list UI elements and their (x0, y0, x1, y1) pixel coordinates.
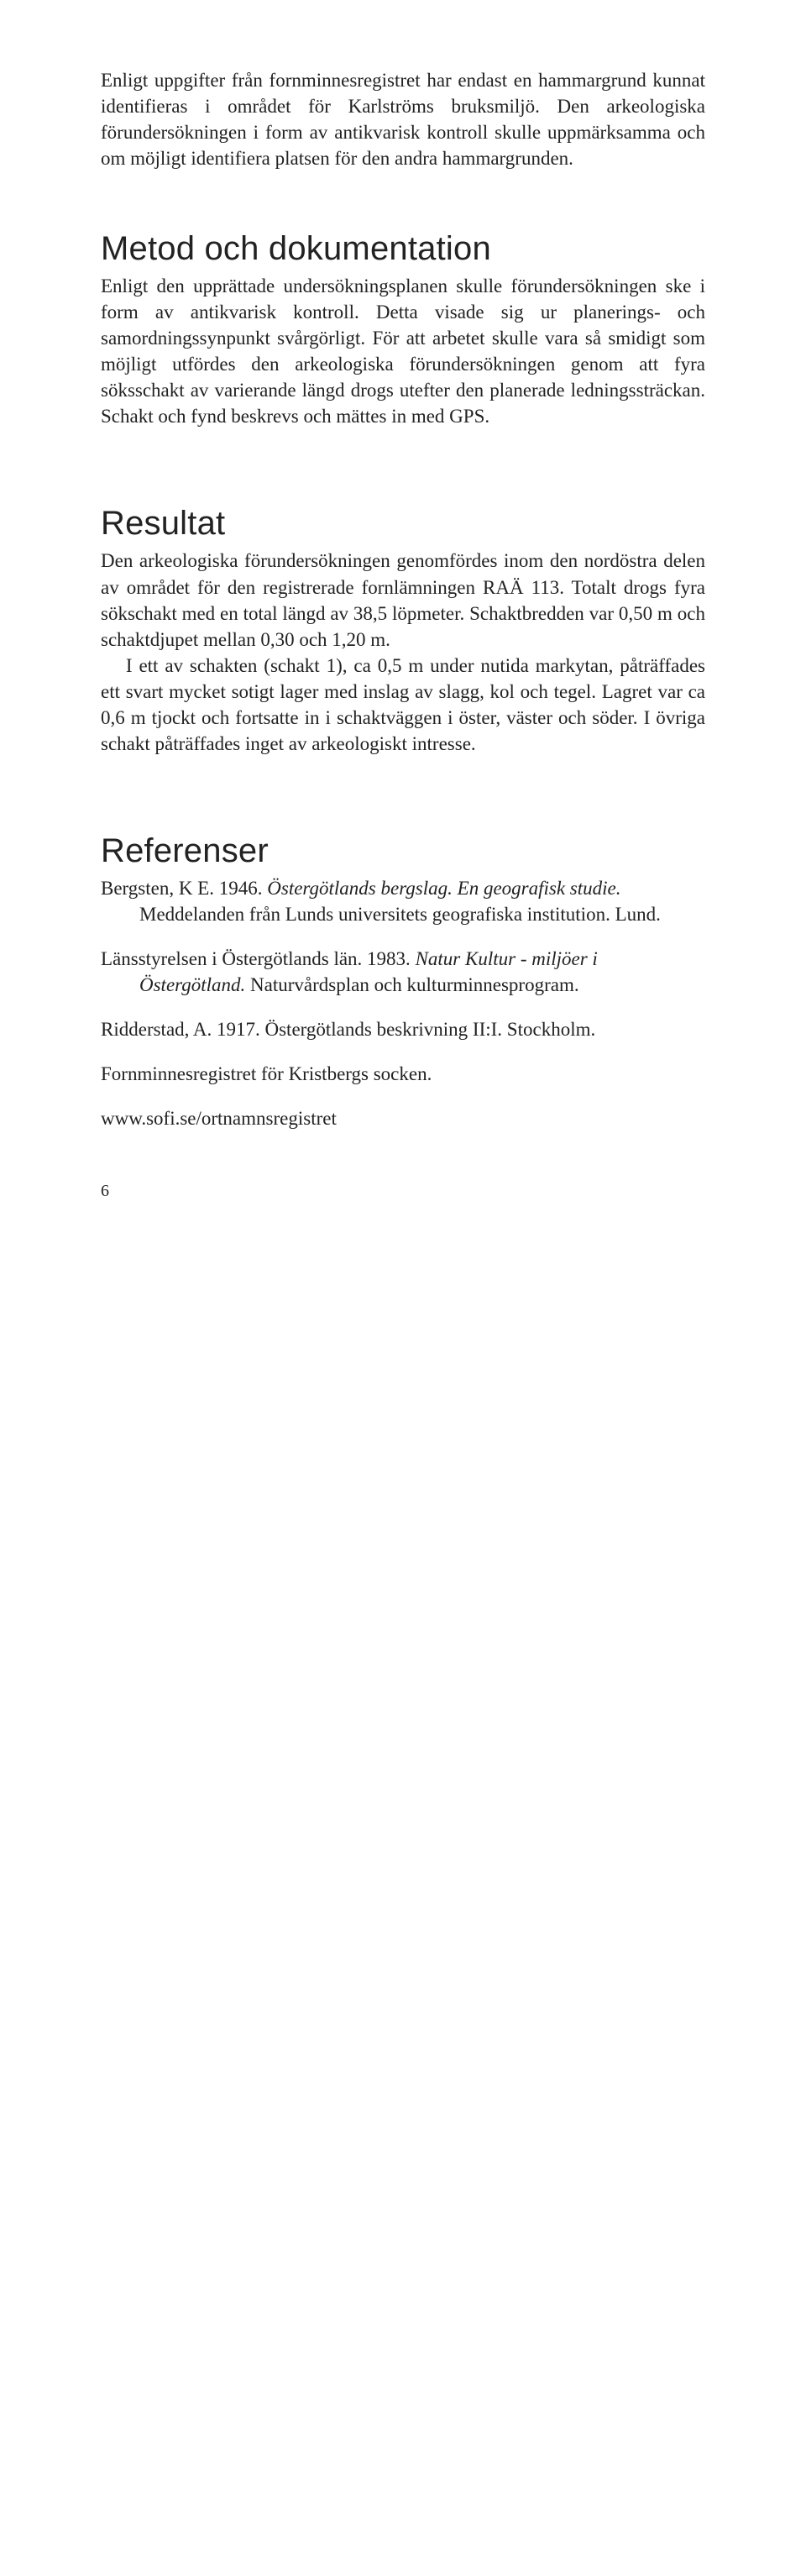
page-number: 6 (101, 1182, 705, 1201)
reference-entry: Fornminnesregistret för Kristbergs socke… (101, 1061, 705, 1087)
reference-entry: Ridderstad, A. 1917. Östergötlands beskr… (101, 1016, 705, 1042)
heading-resultat: Resultat (101, 505, 705, 543)
page: Enligt uppgifter från fornminnesregistre… (0, 0, 806, 1251)
ref-text: Bergsten, K E. 1946. (101, 878, 267, 899)
spacer (101, 429, 705, 505)
spacer (101, 171, 705, 230)
ref-italic: Östergötlands bergslag. En geografisk st… (267, 878, 620, 899)
ref-text: Länsstyrelsen i Östergötlands län. 1983. (101, 948, 416, 969)
ref-text: www.sofi.se/ortnamnsregistret (101, 1108, 337, 1129)
ref-text: Fornminnesregistret för Kristbergs socke… (101, 1063, 432, 1084)
metod-paragraph: Enligt den upprättade undersökningsplane… (101, 273, 705, 429)
resultat-paragraph-1: Den arkeologiska förundersökningen genom… (101, 548, 705, 652)
ref-text: Naturvårdsplan och kulturminnesprogram. (245, 974, 578, 995)
reference-entry: www.sofi.se/ortnamnsregistret (101, 1105, 705, 1131)
intro-paragraph: Enligt uppgifter från fornminnesregistre… (101, 67, 705, 171)
heading-referenser: Referenser (101, 832, 705, 870)
ref-text: Ridderstad, A. 1917. Östergötlands beskr… (101, 1019, 595, 1040)
reference-entry: Bergsten, K E. 1946. Östergötlands bergs… (101, 875, 705, 927)
ref-text: Meddelanden från Lunds universitets geog… (139, 904, 661, 925)
heading-metod: Metod och dokumentation (101, 230, 705, 268)
reference-entry: Länsstyrelsen i Östergötlands län. 1983.… (101, 946, 705, 998)
resultat-paragraph-2: I ett av schakten (schakt 1), ca 0,5 m u… (101, 653, 705, 757)
spacer (101, 757, 705, 832)
